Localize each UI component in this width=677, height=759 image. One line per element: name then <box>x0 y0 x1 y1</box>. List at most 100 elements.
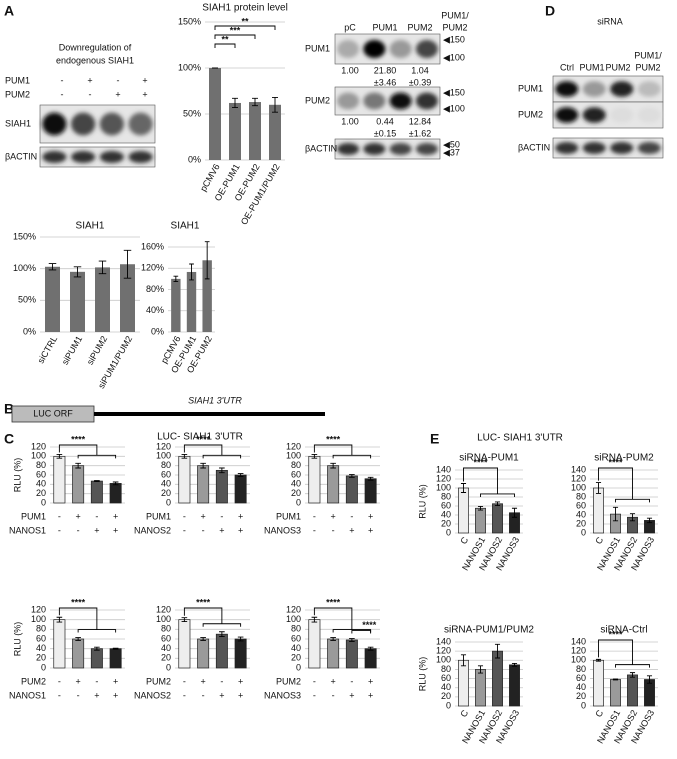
y-tick-label: 0 <box>446 700 451 710</box>
condition-sign: - <box>332 690 335 700</box>
band <box>555 81 579 97</box>
y-tick-label: 20 <box>161 653 171 663</box>
y-tick-label: 60 <box>161 633 171 643</box>
y-tick-label: 60 <box>576 673 586 683</box>
error-bar <box>98 260 107 275</box>
y-tick-label: 120 <box>31 604 46 614</box>
error-bar <box>349 638 355 642</box>
significance-label: **** <box>608 457 623 467</box>
condition-sign: - <box>183 690 186 700</box>
panel-label: B <box>4 401 14 417</box>
bar <box>593 487 604 534</box>
y-axis-label: RLU (%) <box>417 657 427 692</box>
significance-bracket <box>214 34 256 39</box>
y-tick-label: 80% <box>146 284 164 294</box>
x-tick-label: C <box>593 708 605 719</box>
bar <box>215 469 228 504</box>
error-bar <box>494 643 501 659</box>
band <box>610 142 634 154</box>
y-tick-label: 60 <box>441 500 451 510</box>
bar <box>249 102 261 160</box>
x-tick-label: siPUM1 <box>60 334 84 366</box>
error-bar <box>73 266 82 278</box>
y-tick-label: 80 <box>36 624 46 634</box>
condition-sign: + <box>75 676 80 686</box>
bar <box>53 455 66 504</box>
condition-sign: - <box>202 525 205 535</box>
x-tick-label: C <box>593 535 605 546</box>
y-tick-label: 100 <box>571 482 586 492</box>
condition-sign: - <box>183 676 186 686</box>
bar <box>90 648 103 669</box>
chart-title: siRNA-Ctrl <box>600 625 647 636</box>
band <box>99 112 124 136</box>
chart-title: siRNA-PUM2 <box>594 453 654 464</box>
band <box>337 143 360 155</box>
chart-title: siRNA-PUM1 <box>459 453 519 464</box>
condition-sign: + <box>368 676 373 686</box>
condition-sign: - <box>183 525 186 535</box>
y-tick-label: 140 <box>436 636 451 646</box>
y-tick-label: 20 <box>576 518 586 528</box>
y-tick-label: 80 <box>36 460 46 470</box>
bar <box>627 674 638 707</box>
condition-sign: + <box>219 690 224 700</box>
condition-sign: + <box>238 525 243 535</box>
condition-sign: + <box>142 75 147 85</box>
quantification: ±0.39 <box>409 77 431 87</box>
y-tick-label: 120 <box>31 441 46 451</box>
bar <box>327 465 340 504</box>
band <box>389 40 412 58</box>
significance-bracket <box>313 444 372 459</box>
condition-sign: + <box>142 89 147 99</box>
y-tick-label: 120 <box>436 473 451 483</box>
row-label: βACTIN <box>5 151 37 161</box>
bar <box>593 659 604 707</box>
significance-label: **** <box>326 434 341 444</box>
column-label: PUM2 <box>635 62 660 72</box>
column-label: PUM1/ <box>634 50 662 60</box>
bar <box>509 664 520 707</box>
band <box>71 151 96 163</box>
y-tick-label: 0 <box>581 527 586 537</box>
column-label: PUM2 <box>442 22 467 32</box>
condition-sign: + <box>113 690 118 700</box>
significance-bracket <box>214 43 236 48</box>
condition-sign: + <box>238 511 243 521</box>
error-bar <box>646 517 653 524</box>
bar <box>109 648 122 669</box>
panel-title: LUC- SIAH1 3'UTR <box>477 433 563 444</box>
y-tick-label: 80 <box>291 460 301 470</box>
error-bar <box>330 637 336 641</box>
blot-title: siRNA <box>597 16 623 26</box>
row-label: PUM1 <box>518 83 543 93</box>
y-axis-label: RLU (%) <box>12 458 22 493</box>
significance-bracket <box>598 639 650 668</box>
error-bar <box>94 480 100 482</box>
y-tick-label: 80 <box>576 491 586 501</box>
condition-sign: - <box>332 525 335 535</box>
y-tick-label: 60 <box>291 469 301 479</box>
y-tick-label: 100 <box>436 482 451 492</box>
error-bar <box>123 249 132 279</box>
size-marker: ◀150 <box>443 34 465 44</box>
x-tick-label: siPUM2 <box>85 334 109 366</box>
bar <box>202 260 212 332</box>
band <box>363 143 386 155</box>
condition-sign: + <box>349 525 354 535</box>
significance-label: **** <box>473 457 488 467</box>
orf-label: LUC ORF <box>33 408 73 418</box>
condition-sign: - <box>220 511 223 521</box>
error-bar <box>460 483 467 493</box>
condition-sign: + <box>75 511 80 521</box>
bar <box>234 474 247 504</box>
chart-title: siRNA-PUM1/PUM2 <box>444 625 534 636</box>
band <box>610 81 634 97</box>
y-tick-label: 120 <box>571 646 586 656</box>
size-marker: ◀100 <box>443 103 465 113</box>
significance-bracket <box>214 25 276 30</box>
band <box>389 143 412 155</box>
y-tick-label: 60 <box>161 469 171 479</box>
y-tick-label: 120 <box>286 604 301 614</box>
